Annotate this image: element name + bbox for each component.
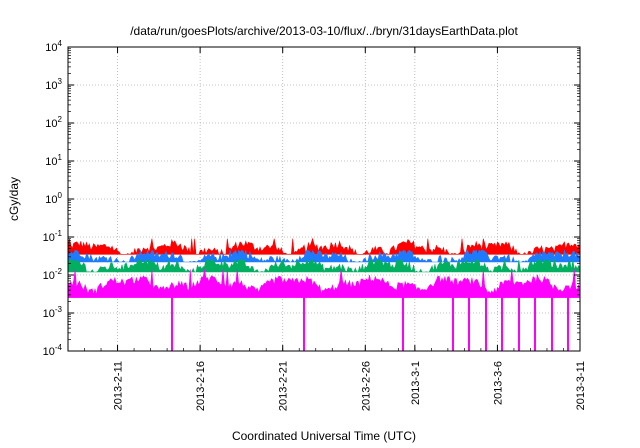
y-tick-label: 104: [45, 39, 62, 54]
series-3-area: [67, 269, 581, 298]
series-1-area: [67, 249, 581, 264]
series-2-area: [67, 258, 581, 274]
x-tick-label: 2013-2-21: [278, 361, 290, 411]
series-0-area: [67, 237, 581, 256]
x-tick-label: 2013-3-11: [575, 361, 587, 410]
x-tick-label: 2013-2-26: [360, 361, 372, 411]
y-axis: 10-4 10-3 10-2 10-1 100 101 102 103 104: [43, 39, 580, 358]
y-axis-label: cGy/day: [7, 177, 21, 221]
y-tick-label: 10-4: [43, 343, 63, 358]
data-layer: [67, 237, 581, 351]
x-tick-label: 2013-2-16: [195, 361, 207, 411]
y-tick-label: 103: [45, 77, 62, 92]
chart-title: /data/run/goesPlots/archive/2013-03-10/f…: [130, 24, 518, 38]
y-tick-label: 10-2: [43, 267, 63, 282]
x-tick-label: 2013-3-6: [492, 361, 504, 405]
y-tick-label: 100: [45, 191, 62, 206]
x-tick-label: 2013-2-11: [113, 361, 125, 410]
x-tick-label: 2013-3-1: [410, 361, 422, 405]
x-axis-label: Coordinated Universal Time (UTC): [232, 429, 416, 443]
y-tick-label: 10-1: [43, 229, 63, 244]
y-tick-label: 102: [45, 115, 62, 130]
y-tick-label: 10-3: [43, 305, 63, 320]
x-axis: 2013-2-11 2013-2-16 2013-2-21 2013-2-26 2013…: [67, 47, 587, 411]
grid: [68, 47, 580, 351]
y-tick-label: 101: [45, 153, 62, 168]
